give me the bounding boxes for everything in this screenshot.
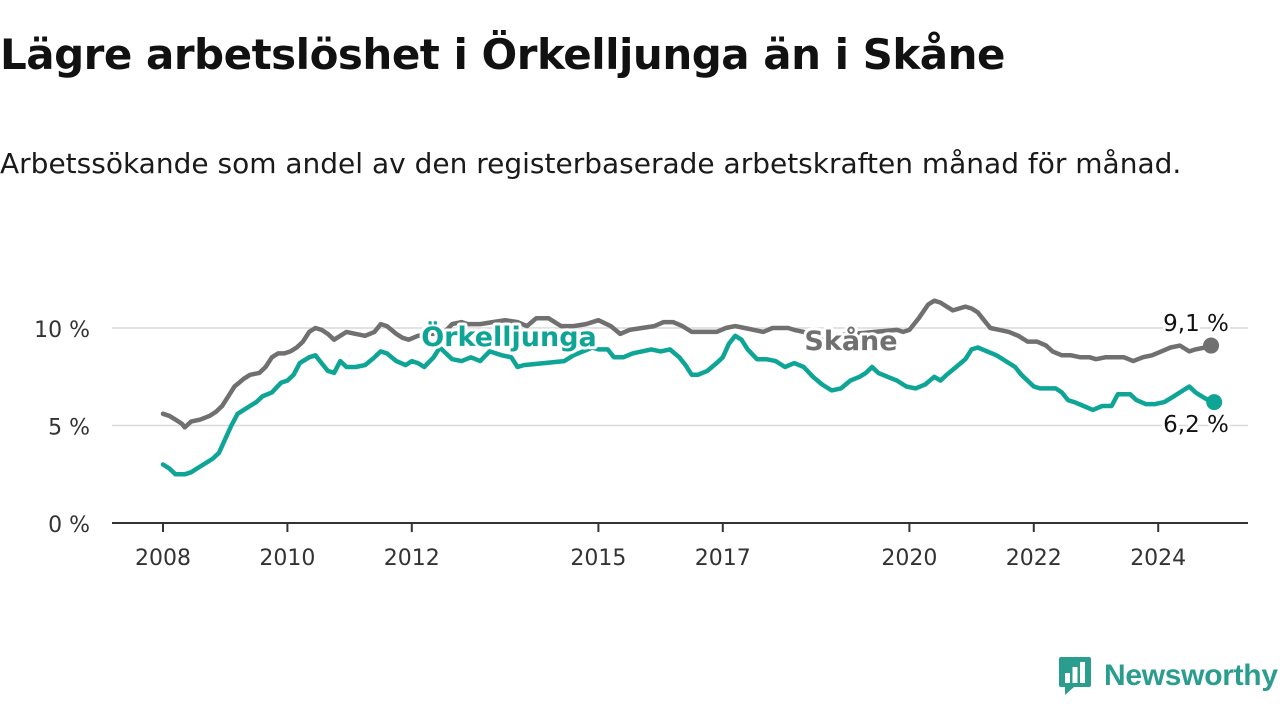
chart-subtitle: Arbetssökande som andel av den registerb… [0, 147, 1182, 180]
page-title: Lägre arbetslöshet i Örkelljunga än i Sk… [0, 30, 1006, 79]
x-axis-ticks: 2008 2010 2012 2015 2017 2020 2022 2024 [135, 523, 1186, 571]
x-tick-label: 2022 [1006, 546, 1062, 571]
y-axis-ticks: 0 % 5 % 10 % [34, 318, 90, 538]
brand-logo: Newsworthy [1058, 654, 1278, 698]
series-line-orkelljunga [160, 333, 1217, 477]
x-tick-label: 2015 [570, 546, 626, 571]
x-tick-label: 2012 [384, 546, 440, 571]
end-marker-orkelljunga [1206, 394, 1223, 411]
series-line-skane [160, 298, 1214, 430]
brand-name: Newsworthy [1104, 659, 1278, 692]
x-tick-label: 2008 [135, 546, 191, 571]
end-value-label-orkelljunga: 6,2 % [1163, 412, 1229, 438]
series-label-orkelljunga: Örkelljunga [421, 320, 597, 353]
x-tick-label: 2024 [1130, 546, 1186, 571]
chart-labels: Örkelljunga Skåne 9,1 % 6,2 % [418, 309, 1231, 441]
x-tick-label: 2010 [259, 546, 315, 571]
newsworthy-logo-icon [1059, 657, 1091, 695]
end-value-label-skane: 9,1 % [1163, 311, 1229, 337]
x-tick-label: 2020 [881, 546, 937, 571]
y-tick-label: 10 % [34, 318, 90, 343]
chart-lines [160, 298, 1223, 477]
chart-grid [112, 327, 1248, 524]
end-marker-skane [1203, 337, 1220, 354]
x-tick-label: 2017 [695, 546, 751, 571]
series-label-skane: Skåne [804, 325, 897, 357]
y-tick-label: 0 % [48, 513, 90, 538]
y-tick-label: 5 % [48, 416, 90, 441]
